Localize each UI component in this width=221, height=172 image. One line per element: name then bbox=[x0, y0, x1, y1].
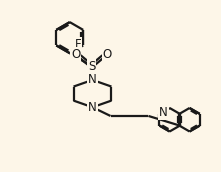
Text: N: N bbox=[88, 73, 97, 87]
Text: F: F bbox=[74, 38, 81, 51]
Text: O: O bbox=[71, 48, 80, 61]
Text: N: N bbox=[88, 101, 97, 114]
Text: N: N bbox=[159, 106, 168, 119]
Text: O: O bbox=[103, 48, 112, 61]
Text: S: S bbox=[88, 60, 95, 73]
